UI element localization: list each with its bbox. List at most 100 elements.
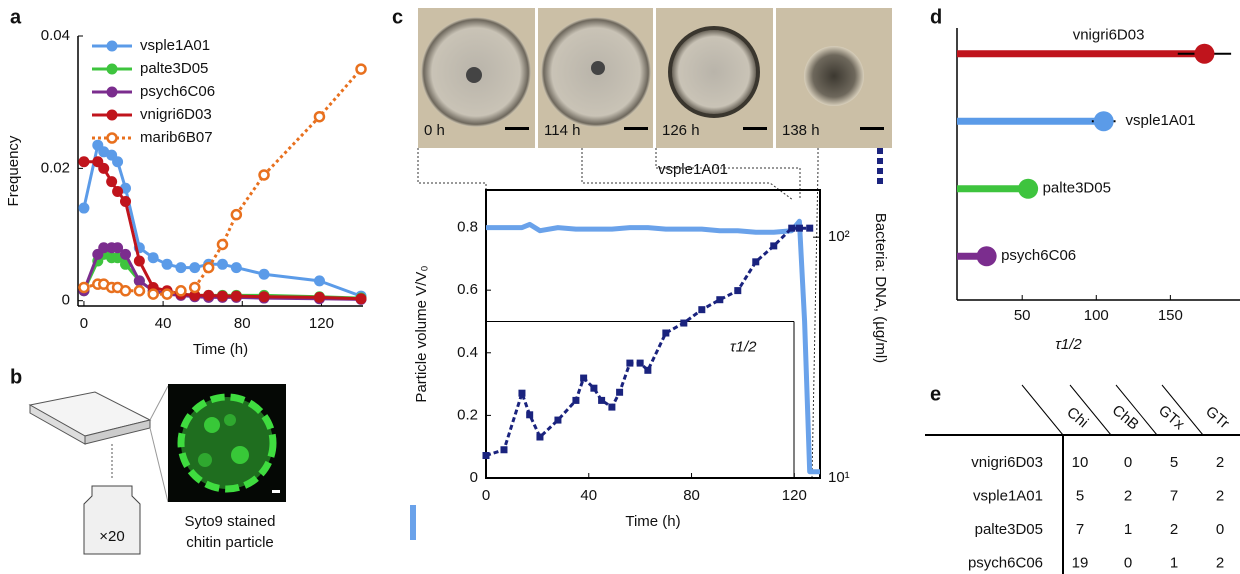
x-tick-label: 40 [580,487,597,504]
caption: Syto9 stained [185,513,276,530]
point [112,186,124,198]
y-tick-label: 0.6 [457,281,478,298]
y-tick-label: 0 [62,292,70,309]
cell: 0 [1216,521,1224,538]
cell: 2 [1216,487,1224,504]
point [258,291,270,303]
point [106,176,118,188]
point [147,252,159,264]
point [313,291,325,303]
y-axis-label: Frequency [5,135,22,206]
y-tick-label: 0.2 [457,406,478,423]
point [120,248,131,260]
category-label: vsple1A01 [1126,112,1196,129]
cell: 1 [1124,521,1132,538]
point [608,403,616,411]
header-divider [1161,384,1204,436]
point [78,156,90,168]
point [752,258,760,266]
dot [976,246,997,267]
point [216,238,229,251]
point [189,289,201,301]
legend-marker [106,86,118,98]
cell: 2 [1170,521,1178,538]
x-tick-label: 0 [482,487,490,504]
point [590,384,598,392]
image-label: 0 h [424,122,445,139]
chart-title: vsple1A01 [658,161,728,178]
point [500,446,508,454]
cell: 1 [1170,554,1178,571]
point [203,289,215,301]
image-label: 138 h [782,122,820,139]
panel-letter: e [930,383,941,405]
legend-marker [106,40,118,52]
x-tick-label: 150 [1158,307,1183,324]
point [175,262,187,274]
cell: 7 [1076,521,1084,538]
y2-tick-label: 10² [828,228,850,245]
legend-label: marib6B07 [140,129,213,146]
row-name: vnigri6D03 [971,454,1043,471]
header-divider [1115,384,1158,436]
point [636,359,644,367]
cell: 2 [1216,554,1224,571]
point [572,396,580,404]
point [133,255,145,267]
header-divider [1021,384,1064,436]
point [616,388,624,396]
point [716,296,724,304]
point [161,288,173,300]
series-line [486,218,820,475]
point [518,389,526,397]
x-tick-label: 50 [1014,307,1031,324]
y2-axis-label: Bacteria: DNA, (µg/ml) [872,213,889,363]
point [626,359,634,367]
x-axis-label: Time (h) [625,513,680,530]
header-divider [1069,384,1112,436]
x-tick-label: 40 [155,315,172,332]
legend-keys [410,148,883,540]
panel-letter: a [10,6,22,28]
point [698,306,706,314]
objective-label: ×20 [99,528,124,545]
dot [1018,178,1039,199]
point [202,261,215,274]
row-name: palte3D05 [975,521,1043,538]
image-label: 126 h [662,122,700,139]
point [258,268,270,280]
row-name: vsple1A01 [973,487,1043,504]
point [78,281,90,294]
x-tick-label: 80 [683,487,700,504]
point [770,242,778,250]
point [313,275,325,287]
column-header: GTr [1202,403,1232,432]
point [216,258,228,270]
y-tick-label: 0.8 [457,219,478,236]
row-name: psych6C06 [968,554,1043,571]
point [680,319,688,327]
point [230,290,242,302]
threshold-label: τ1/2 [730,338,757,355]
y-tick-label: 0 [470,469,478,486]
legend-marker [106,63,118,75]
x-tick-label: 0 [80,315,88,332]
column-header: GTx [1155,402,1188,434]
category-label: palte3D05 [1043,180,1111,197]
caption: chitin particle [186,534,274,551]
point [189,281,201,294]
point [98,162,110,174]
y-tick-label: 0.04 [41,27,70,44]
point [355,293,367,305]
point [788,224,796,232]
point [78,202,90,214]
point [230,262,242,274]
point [806,224,814,232]
point [355,63,367,75]
column-header: Chi [1063,404,1091,431]
legend-label: vnigri6D03 [140,106,212,123]
point [112,242,124,254]
point [554,416,562,424]
point [313,110,326,123]
